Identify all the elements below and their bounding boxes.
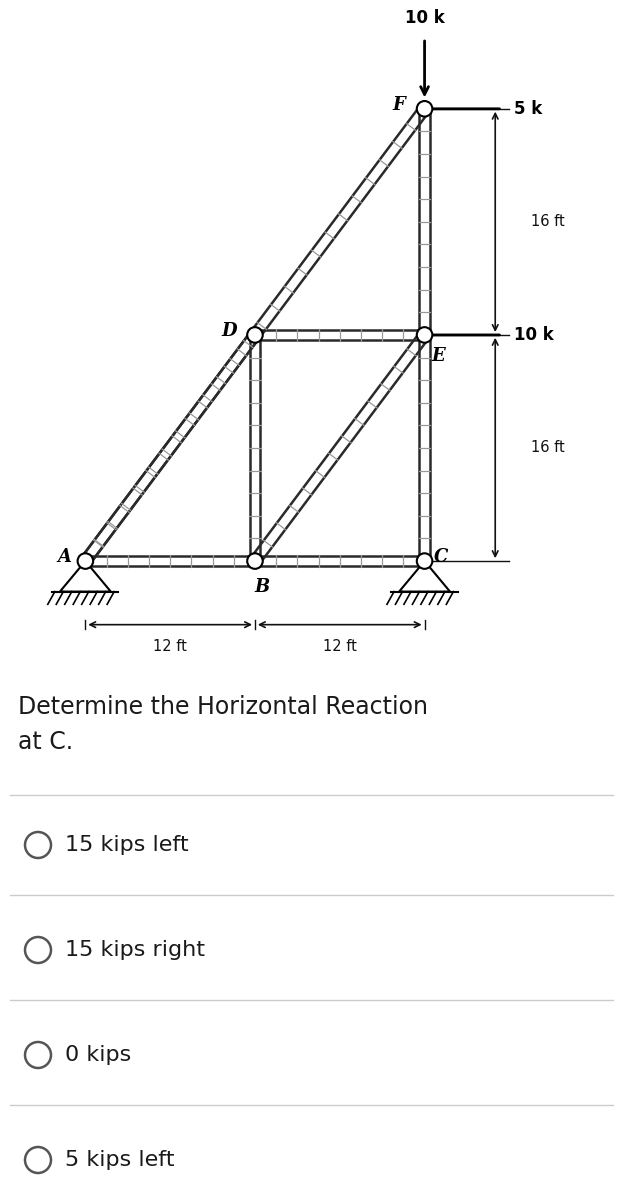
Circle shape (78, 553, 93, 569)
Text: B: B (254, 577, 270, 595)
Text: Determine the Horizontal Reaction: Determine the Horizontal Reaction (18, 695, 428, 719)
Circle shape (25, 832, 51, 858)
Circle shape (25, 1042, 51, 1068)
Polygon shape (60, 562, 111, 592)
Text: E: E (432, 347, 445, 365)
Text: 12 ft: 12 ft (153, 638, 187, 654)
Circle shape (25, 1147, 51, 1174)
Text: 10 k: 10 k (513, 326, 553, 344)
Text: 16 ft: 16 ft (531, 215, 564, 229)
Text: D: D (222, 322, 237, 340)
Text: A: A (57, 548, 71, 566)
Polygon shape (399, 562, 450, 592)
Circle shape (247, 328, 263, 343)
Text: F: F (392, 96, 406, 114)
Text: 15 kips right: 15 kips right (65, 940, 205, 960)
Circle shape (25, 937, 51, 962)
Text: 5 k: 5 k (513, 100, 542, 118)
Circle shape (417, 553, 432, 569)
Text: 12 ft: 12 ft (323, 638, 357, 654)
Text: 16 ft: 16 ft (531, 440, 564, 456)
Circle shape (247, 553, 263, 569)
Text: 15 kips left: 15 kips left (65, 835, 189, 854)
Circle shape (417, 101, 432, 116)
Text: at C.: at C. (18, 730, 73, 754)
Text: C: C (434, 548, 449, 566)
Text: 5 kips left: 5 kips left (65, 1150, 174, 1170)
Circle shape (417, 328, 432, 343)
Text: 10 k: 10 k (405, 8, 444, 26)
Text: 0 kips: 0 kips (65, 1045, 131, 1066)
